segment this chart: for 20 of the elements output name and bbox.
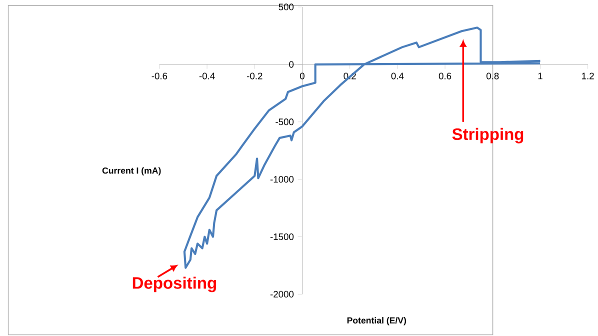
annotation: Depositing	[132, 276, 216, 292]
y-tick-label: 0	[289, 61, 294, 68]
y-tick-label: -500	[276, 118, 294, 126]
y-tick-label: -1000	[270, 176, 294, 183]
x-tick-label: -0.2	[247, 72, 262, 80]
x-axis-title: Potential (E/V)	[347, 317, 406, 326]
x-tick-label: 0.6	[438, 72, 452, 80]
x-tick-label: 1	[538, 72, 542, 80]
x-tick-label: 0.4	[391, 72, 404, 80]
x-tick-label: 1.2	[582, 72, 594, 80]
y-tick-label: 500	[278, 4, 294, 10]
annotation: Stripping	[452, 128, 524, 144]
x-tick-label: -0.6	[152, 72, 168, 80]
y-tick-label: -1500	[270, 234, 294, 240]
y-axis-title: Current I (mA)	[102, 167, 161, 176]
x-tick-label: 0	[300, 72, 304, 80]
line-series	[183, 26, 542, 270]
x-tick-label: 0.8	[486, 72, 499, 80]
x-tick-label: -0.4	[199, 72, 215, 80]
y-tick-label: -2000	[270, 291, 294, 298]
